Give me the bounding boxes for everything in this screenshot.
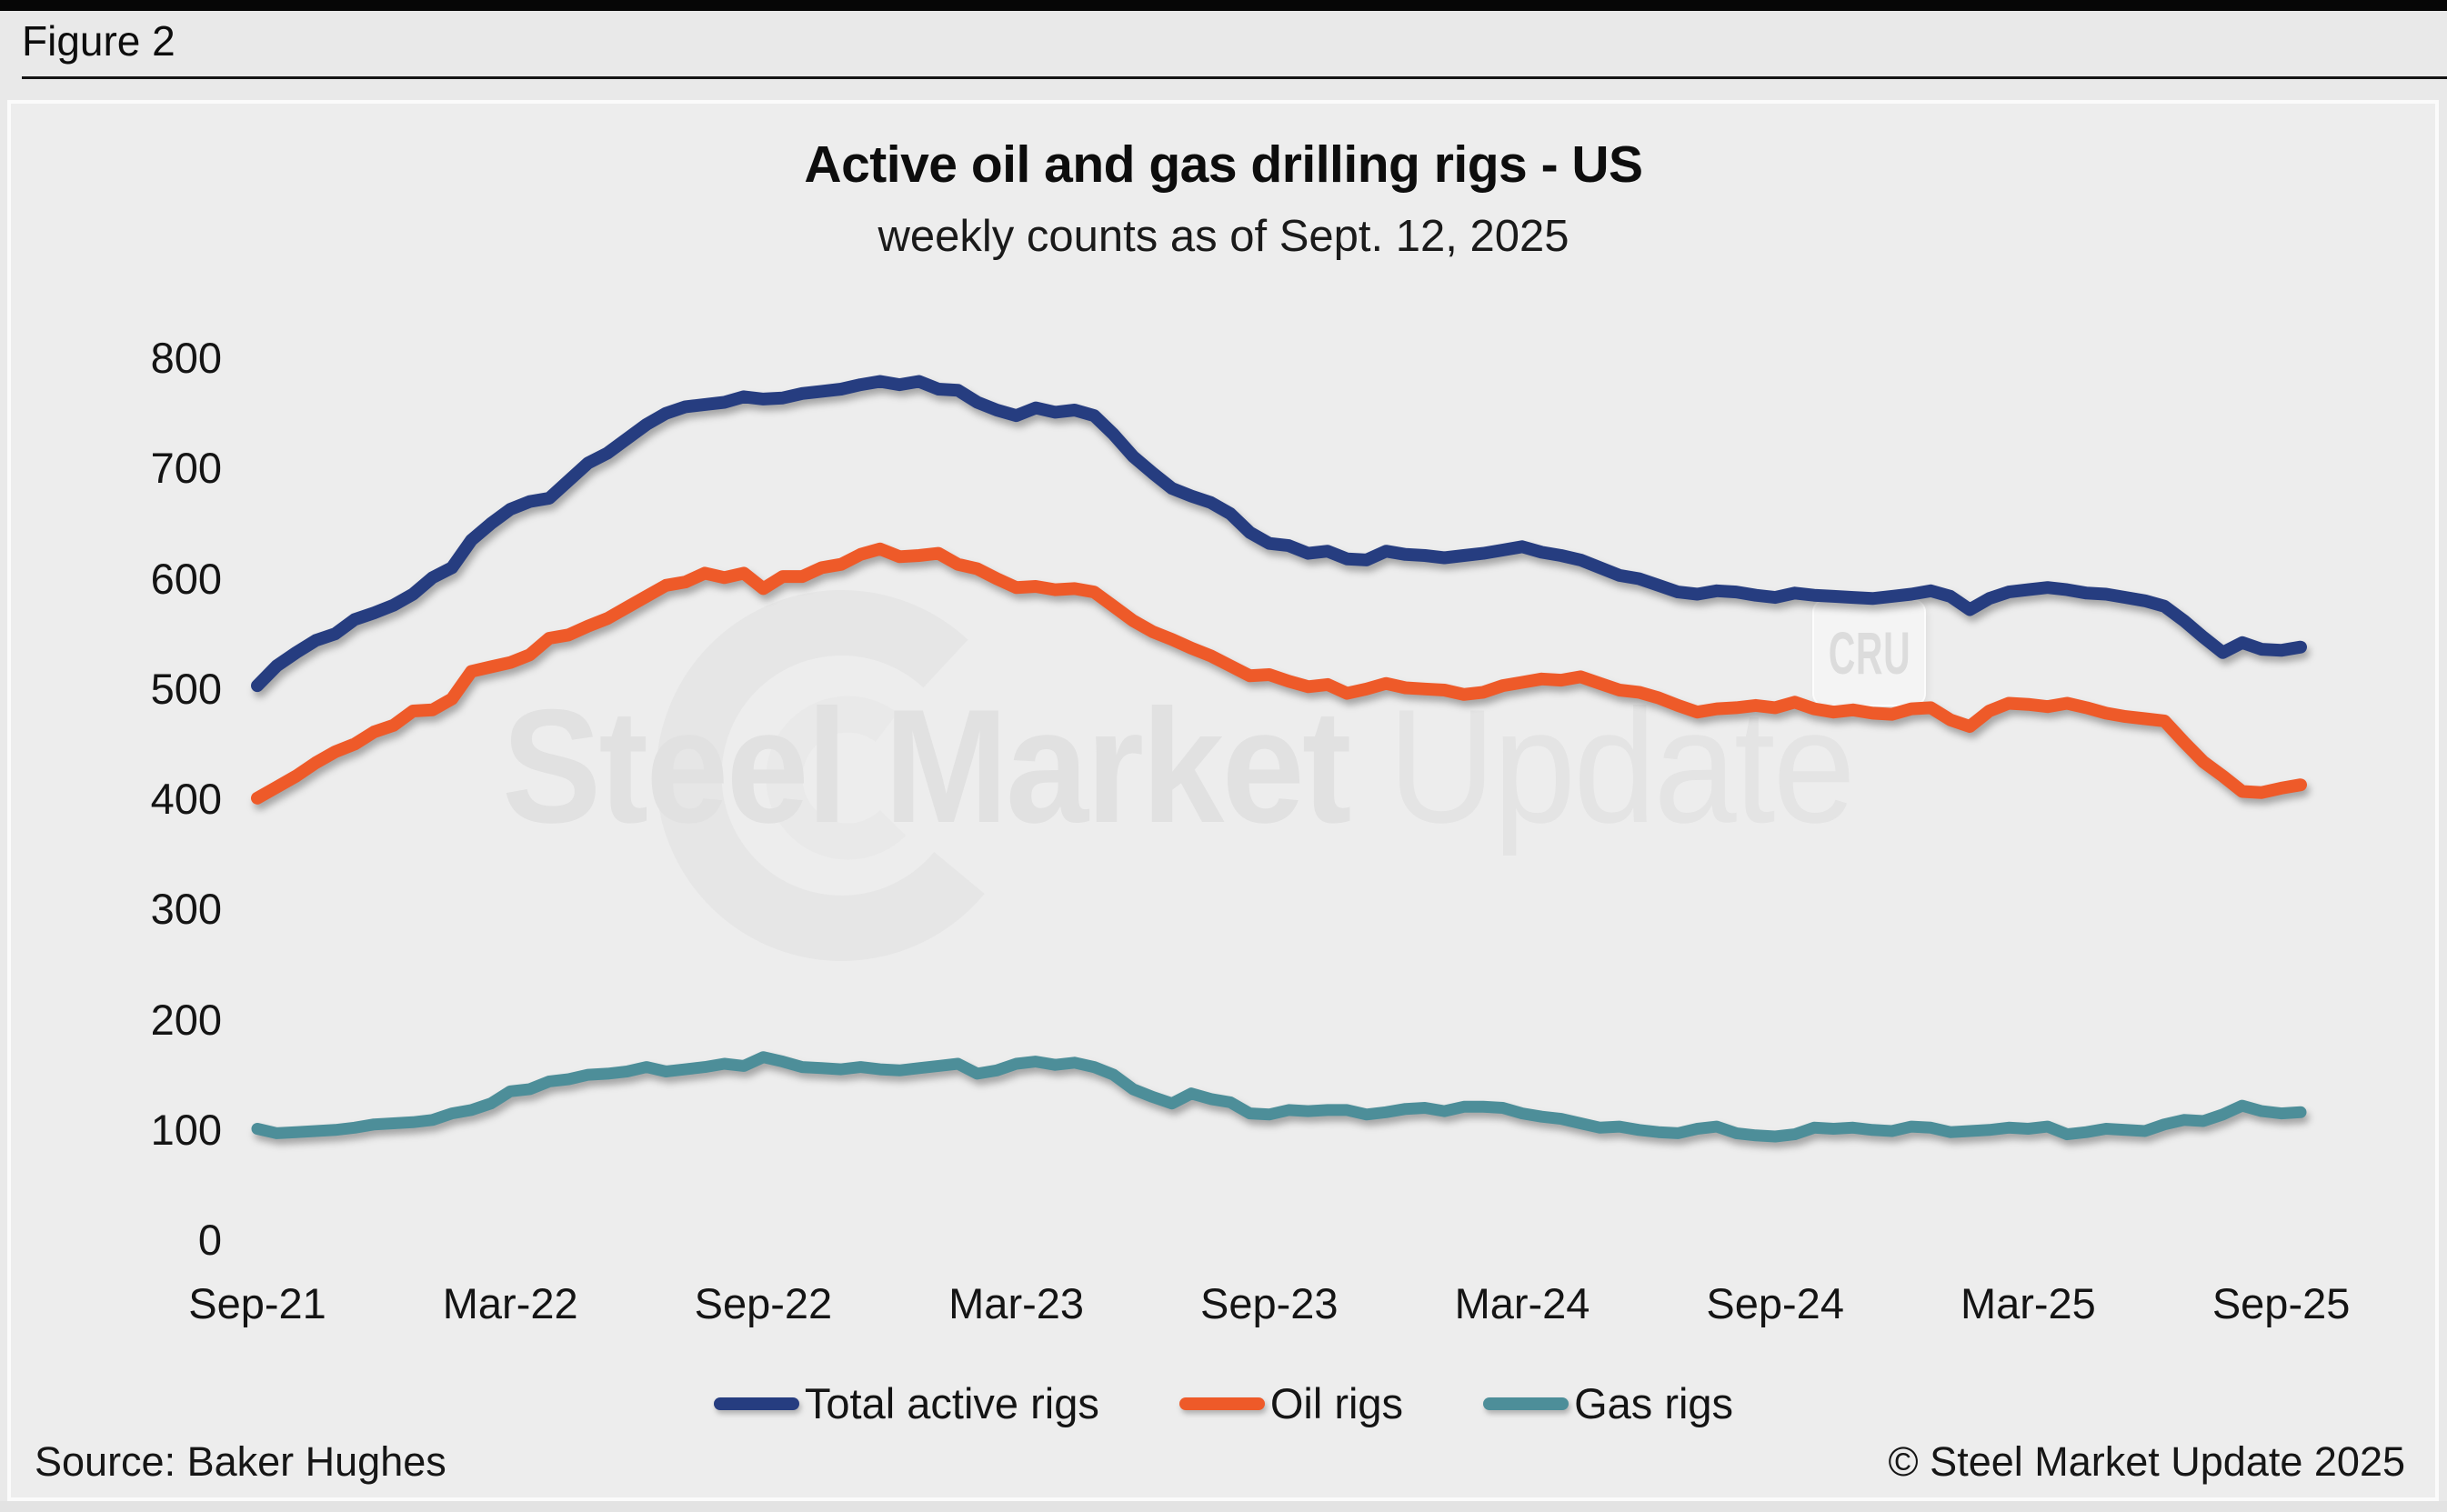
cru-watermark-text: CRU [1828,619,1910,686]
x-tick-sep-21: Sep-21 [188,1279,326,1327]
y-tick-700: 700 [150,444,222,493]
top-black-bar [0,0,2447,11]
bottom-strip [0,1501,2447,1512]
x-tick-sep-24: Sep-24 [1706,1279,1844,1327]
y-tick-100: 100 [150,1105,222,1154]
x-tick-sep-25: Sep-25 [2211,1279,2351,1327]
x-tick-mar-25: Mar-25 [1960,1279,2096,1327]
gas-rigs-swatch-icon [1483,1397,1569,1410]
y-tick-400: 400 [150,775,222,823]
y-tick-300: 300 [150,885,222,934]
chart-title: Active oil and gas drilling rigs - US [804,135,1643,194]
x-tick-mar-23: Mar-23 [948,1279,1085,1327]
source-attribution: Source: Baker Hughes [35,1438,446,1485]
figure-label: Figure 2 [22,17,176,65]
oil-rigs-swatch-icon [1178,1397,1265,1410]
y-tick-800: 800 [150,334,222,382]
legend-label-total: Total active rigs [804,1379,1099,1427]
y-tick-500: 500 [150,664,222,713]
legend-item-total-active-rigs: Total active rigs [713,1378,1099,1428]
total-active-rigs-swatch-icon [713,1397,799,1410]
chart-legend: Total active rigs Oil rigs Gas rigs [0,1378,2447,1428]
y-tick-200: 200 [150,995,222,1044]
copyright-notice: © Steel Market Update 2025 [1888,1438,2405,1485]
legend-label-gas: Gas rigs [1574,1379,1734,1427]
x-tick-mar-24: Mar-24 [1454,1279,1590,1327]
cru-watermark-badge: CRU [1812,599,1926,706]
legend-item-oil-rigs: Oil rigs [1178,1378,1404,1428]
x-tick-mar-22: Mar-22 [442,1279,578,1327]
x-tick-sep-23: Sep-23 [1200,1279,1339,1327]
y-tick-0: 0 [197,1216,222,1264]
x-tick-sep-22: Sep-22 [694,1279,833,1327]
legend-item-gas-rigs: Gas rigs [1483,1378,1733,1428]
y-tick-600: 600 [150,554,222,603]
figure-divider-line [22,76,2447,79]
legend-label-oil: Oil rigs [1269,1379,1404,1427]
chart-subtitle: weekly counts as of Sept. 12, 2025 [878,212,1569,261]
